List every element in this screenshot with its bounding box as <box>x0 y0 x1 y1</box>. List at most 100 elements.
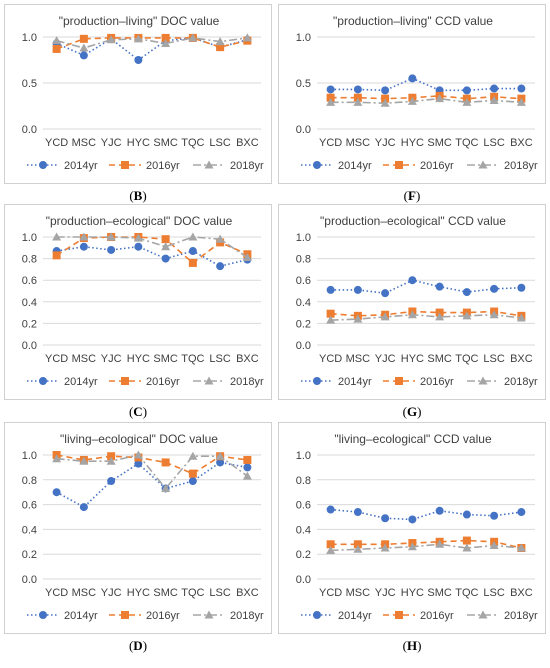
legend-marker <box>313 161 321 169</box>
data-point <box>188 477 197 486</box>
y-tick-label: 0.6 <box>296 500 311 512</box>
x-tick-label: BXC <box>510 353 533 365</box>
legend-marker <box>121 161 129 169</box>
x-tick-label: LSC <box>209 137 230 149</box>
legend-entry-2014yr: 2014yr <box>301 376 372 388</box>
data-point <box>407 542 417 551</box>
legend-marker <box>478 610 488 619</box>
data-point <box>52 44 61 53</box>
chart-panel-D: "living–ecological" DOC value 0.0 0.2 0.4 0.… <box>4 422 272 634</box>
series-2014yr <box>326 74 526 95</box>
y-tick-label: 1.0 <box>296 450 311 462</box>
data-point <box>435 539 445 548</box>
x-tick-label: YJC <box>375 353 396 365</box>
series-line <box>56 37 248 49</box>
legend-entry-2014yr: 2014yr <box>27 610 98 622</box>
y-tick-label: 0.5 <box>22 78 37 90</box>
x-tick-label: YCD <box>45 587 68 599</box>
data-point <box>188 451 198 460</box>
chart-title: "production–ecological" DOC value <box>46 214 233 228</box>
data-point <box>161 458 170 467</box>
data-point <box>215 37 225 46</box>
legend-label: 2018yr <box>230 160 264 172</box>
data-point <box>133 233 143 242</box>
x-tick-label: TQC <box>181 353 204 365</box>
chart-G-svg: "production–ecological" CCD value 0.0 0.2 0… <box>296 214 538 388</box>
data-point <box>52 36 62 45</box>
data-point <box>490 284 499 293</box>
data-point <box>161 242 171 251</box>
series-2014yr <box>52 458 252 512</box>
data-point <box>462 543 472 552</box>
x-tick-label: SMC <box>427 353 452 365</box>
legend-marker <box>478 376 488 385</box>
data-point <box>242 471 252 480</box>
legend-marker <box>204 160 214 169</box>
data-point <box>381 514 390 523</box>
x-tick-label: YJC <box>375 587 396 599</box>
data-point <box>242 33 252 42</box>
legend-marker <box>204 610 214 619</box>
data-point <box>161 38 171 47</box>
legend-entry-2018yr: 2018yr <box>467 610 538 622</box>
y-tick-label: 0.0 <box>22 124 37 136</box>
data-point <box>462 536 471 545</box>
legend-marker <box>39 161 47 169</box>
data-point <box>516 97 526 106</box>
x-tick-label: LSC <box>483 353 504 365</box>
x-tick-label: HYC <box>127 353 150 365</box>
data-point <box>517 283 526 292</box>
series-2014yr <box>326 505 526 524</box>
x-tick-label: YJC <box>375 137 396 149</box>
x-tick-label: MSC <box>346 587 371 599</box>
data-point <box>52 454 62 463</box>
panel-letter-G: (G) <box>402 404 422 419</box>
x-tick-label: SMC <box>153 353 178 365</box>
legend-entry-2014yr: 2014yr <box>27 376 98 388</box>
x-tick-label: YCD <box>45 137 68 149</box>
data-point <box>435 312 445 321</box>
data-point <box>380 98 390 107</box>
y-tick-label: 0.2 <box>296 549 311 561</box>
data-point <box>79 456 89 465</box>
series-line <box>56 461 248 509</box>
legend-marker <box>121 377 129 385</box>
data-point <box>188 258 197 267</box>
chart-D-svg: "living–ecological" DOC value 0.0 0.2 0.4 0.… <box>22 432 264 622</box>
legend-entry-2014yr: 2014yr <box>301 610 372 622</box>
x-tick-label: LSC <box>209 587 230 599</box>
data-point <box>353 285 362 294</box>
data-point <box>243 463 252 472</box>
data-point <box>407 96 417 105</box>
series-2018yr <box>52 232 252 262</box>
series-line <box>56 454 248 475</box>
data-point <box>243 455 252 464</box>
x-tick-label: TQC <box>455 353 478 365</box>
data-point <box>326 85 335 94</box>
x-tick-label: BXC <box>236 137 259 149</box>
legend-marker <box>204 376 214 385</box>
data-point <box>353 508 362 517</box>
legend-label: 2014yr <box>338 610 372 622</box>
legend-marker <box>39 377 47 385</box>
x-tick-label: YJC <box>101 353 122 365</box>
data-point <box>462 97 472 106</box>
data-point <box>216 43 225 52</box>
x-tick-label: YCD <box>319 587 342 599</box>
y-tick-label: 0.2 <box>22 318 37 330</box>
data-point <box>462 311 472 320</box>
y-tick-label: 1.0 <box>296 32 311 44</box>
series-line <box>330 508 522 521</box>
series-line <box>330 77 522 92</box>
legend-label: 2018yr <box>504 610 538 622</box>
series-2014yr <box>52 242 252 271</box>
x-tick-label: LSC <box>209 353 230 365</box>
y-tick-label: 0.0 <box>296 124 311 136</box>
y-tick-label: 1.0 <box>22 32 37 44</box>
x-tick-label: MSC <box>346 353 371 365</box>
legend-label: 2014yr <box>338 376 372 388</box>
x-tick-label: SMC <box>427 587 452 599</box>
y-tick-label: 0.8 <box>22 475 37 487</box>
legend-entry-2018yr: 2018yr <box>193 610 264 622</box>
data-point <box>353 93 362 102</box>
